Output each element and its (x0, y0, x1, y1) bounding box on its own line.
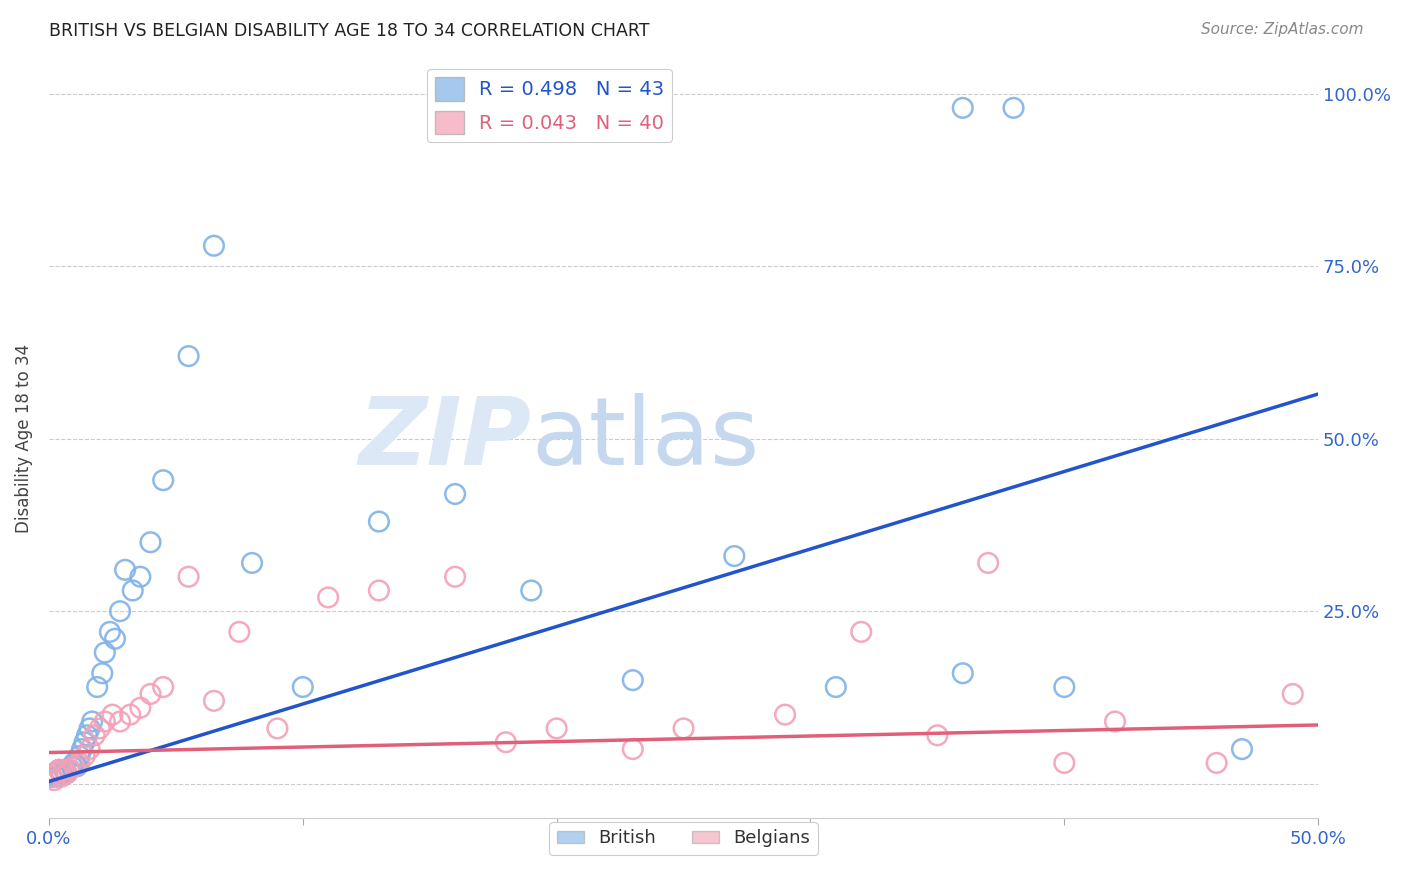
Point (79, 722, 101, 736)
Point (266, 722, 288, 736)
Point (63, 756, 86, 770)
Point (1002, 101, 1025, 115)
Point (53, 763, 76, 777)
Point (79, 742, 101, 756)
Point (152, 680, 174, 694)
Point (41, 770, 63, 784)
Point (108, 604, 131, 618)
Point (129, 700, 152, 714)
Point (621, 742, 644, 756)
Point (240, 556, 263, 570)
Text: BRITISH VS BELGIAN DISABILITY AGE 18 TO 34 CORRELATION CHART: BRITISH VS BELGIAN DISABILITY AGE 18 TO … (49, 22, 650, 40)
Point (48, 763, 70, 777)
Point (129, 570, 152, 584)
Point (94, 714, 117, 729)
Point (60, 759, 83, 773)
Point (104, 632, 127, 646)
Point (520, 583, 543, 598)
Point (1205, 756, 1227, 770)
Point (202, 694, 225, 708)
Point (368, 515, 391, 529)
Point (139, 687, 162, 701)
Point (202, 239, 225, 253)
Point (42, 773, 65, 788)
Point (42, 766, 65, 780)
Point (228, 624, 250, 639)
Point (977, 556, 1000, 570)
Point (621, 673, 644, 688)
Point (45, 766, 67, 780)
Text: Source: ZipAtlas.com: Source: ZipAtlas.com (1201, 22, 1364, 37)
Text: ZIP: ZIP (359, 392, 531, 485)
Point (45, 770, 67, 784)
Point (55, 766, 77, 780)
Point (1281, 687, 1303, 701)
Point (316, 591, 339, 605)
Point (444, 570, 467, 584)
Point (114, 563, 136, 577)
Point (51, 766, 73, 780)
Point (927, 728, 949, 742)
Point (773, 707, 796, 722)
Point (851, 624, 873, 639)
Y-axis label: Disability Age 18 to 34: Disability Age 18 to 34 (15, 344, 32, 533)
Point (73, 735, 96, 749)
Point (82, 714, 104, 729)
Point (73, 749, 96, 764)
Point (76, 728, 98, 742)
Point (53, 763, 76, 777)
Point (67, 756, 90, 770)
Point (98, 624, 121, 639)
Point (952, 101, 974, 115)
Text: atlas: atlas (531, 392, 759, 485)
Point (120, 707, 142, 722)
Point (58, 763, 80, 777)
Point (1053, 680, 1076, 694)
Point (672, 722, 695, 736)
Point (444, 487, 467, 501)
Point (51, 770, 73, 784)
Point (94, 646, 117, 660)
Point (368, 583, 391, 598)
Point (177, 570, 200, 584)
Point (139, 535, 162, 549)
Point (177, 349, 200, 363)
Point (55, 766, 77, 780)
Point (67, 749, 90, 764)
Point (63, 759, 86, 773)
Point (91, 666, 114, 681)
Point (495, 735, 517, 749)
Point (66, 759, 89, 773)
Point (101, 707, 124, 722)
Point (152, 473, 174, 487)
Point (546, 722, 568, 736)
Point (48, 763, 70, 777)
Point (83, 728, 105, 742)
Point (291, 680, 314, 694)
Point (89, 722, 111, 736)
Point (1230, 742, 1253, 756)
Point (723, 549, 745, 563)
Point (121, 583, 143, 598)
Point (1053, 756, 1076, 770)
Point (86, 680, 108, 694)
Legend: British, Belgians: British, Belgians (550, 822, 818, 855)
Point (108, 714, 131, 729)
Point (824, 680, 846, 694)
Point (952, 666, 974, 681)
Point (1104, 714, 1126, 729)
Point (41, 770, 63, 784)
Point (70, 742, 93, 756)
Point (58, 763, 80, 777)
